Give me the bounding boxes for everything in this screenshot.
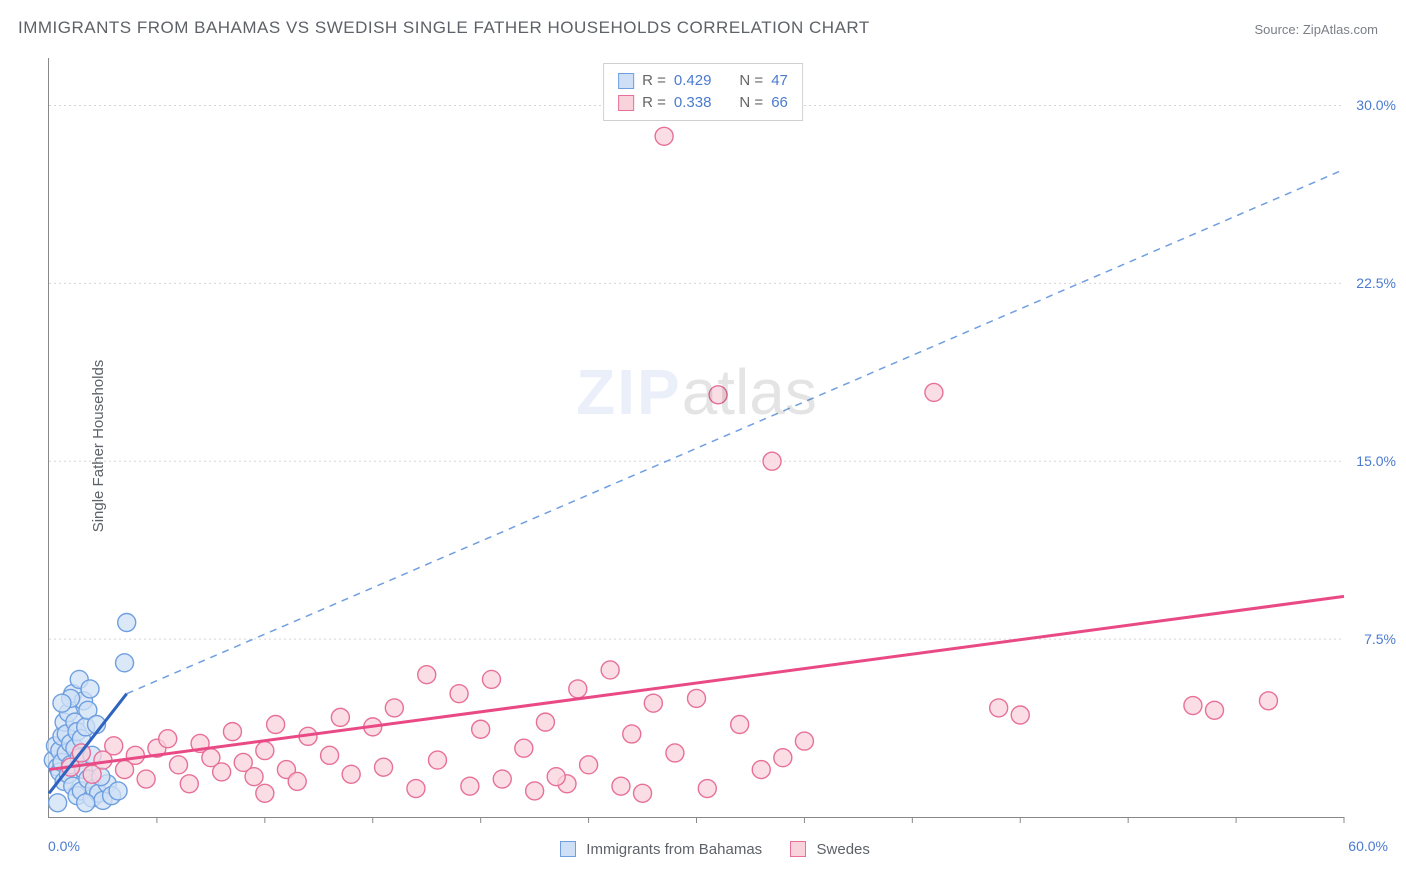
legend-n-label: N = [739,70,763,92]
correlation-legend: R = 0.429 N = 47 R = 0.338 N = 66 [603,63,803,121]
series-label-bahamas: Immigrants from Bahamas [586,841,762,858]
legend-r-label: R = [642,70,666,92]
chart-title: IMMIGRANTS FROM BAHAMAS VS SWEDISH SINGL… [18,18,870,38]
legend-n-value: 66 [771,92,788,114]
y-tick-label: 15.0% [1356,453,1396,469]
swatch-bahamas [618,73,634,89]
legend-r-value: 0.338 [674,92,712,114]
legend-n-label: N = [739,92,763,114]
source-label: Source: ZipAtlas.com [1254,22,1378,37]
y-tick-label: 22.5% [1356,275,1396,291]
series-legend: Immigrants from Bahamas Swedes [0,841,1406,858]
legend-row-bahamas: R = 0.429 N = 47 [618,70,788,92]
legend-row-swedes: R = 0.338 N = 66 [618,92,788,114]
legend-r-label: R = [642,92,666,114]
legend-r-value: 0.429 [674,70,712,92]
swatch-swedes [618,95,634,111]
chart-container: IMMIGRANTS FROM BAHAMAS VS SWEDISH SINGL… [0,0,1406,892]
swatch-swedes-icon [790,841,806,857]
series-label-swedes: Swedes [817,841,870,858]
y-tick-label: 30.0% [1356,97,1396,113]
swatch-bahamas-icon [560,841,576,857]
scatter-svg [49,58,1344,817]
plot-area: ZIPatlas 7.5%15.0%22.5%30.0% [48,58,1344,818]
y-tick-label: 7.5% [1364,631,1396,647]
legend-n-value: 47 [771,70,788,92]
